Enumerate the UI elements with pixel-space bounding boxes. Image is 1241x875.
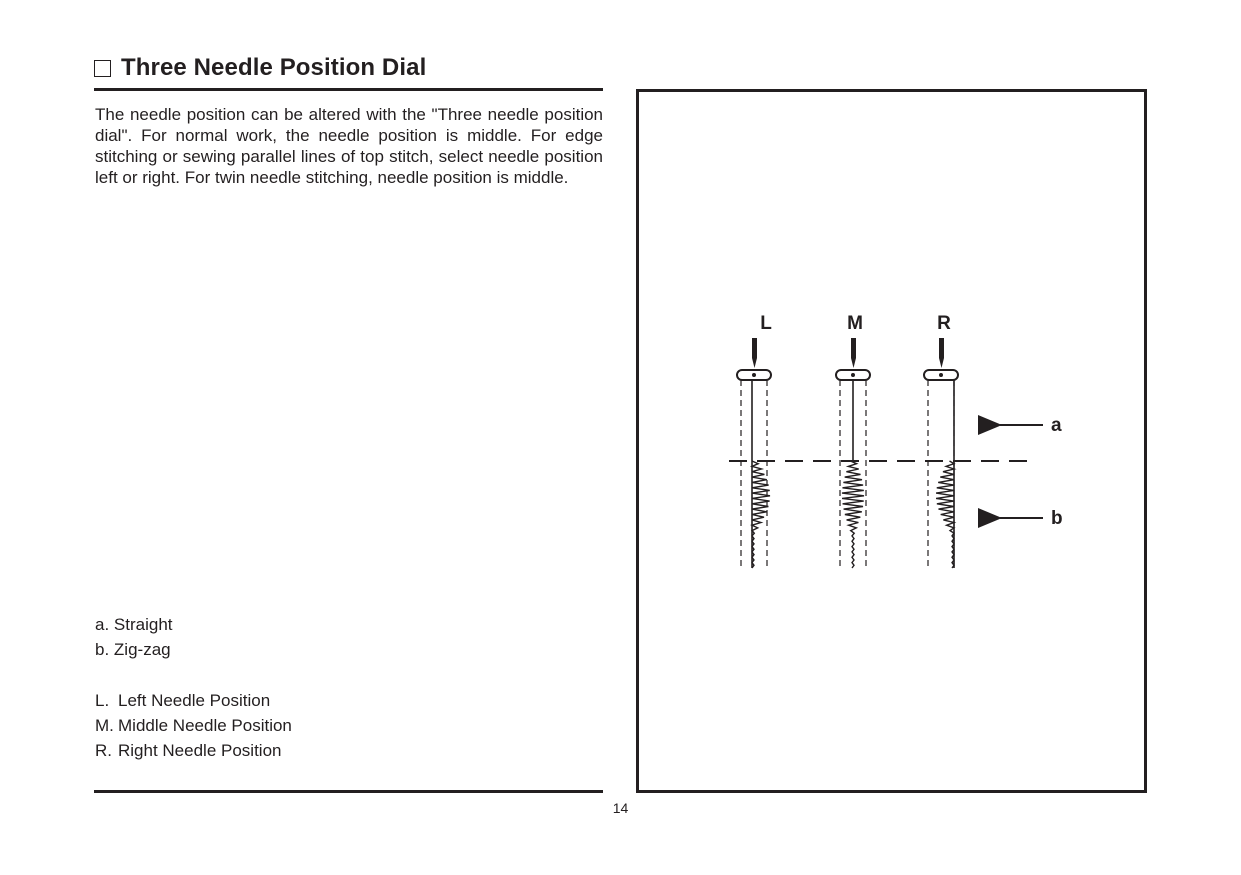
title-divider — [94, 88, 603, 91]
needle-position-diagram: L M R a b — [729, 313, 1063, 569]
checkbox-square-icon — [94, 59, 111, 77]
description-paragraph: The needle position can be altered with … — [95, 105, 603, 187]
needle-hole — [752, 373, 756, 377]
arrow-label-b: b — [1051, 508, 1063, 529]
legend-label: Right Needle Position — [118, 741, 282, 760]
needles-group — [736, 338, 959, 569]
section-title: Three Needle Position Dial — [94, 54, 426, 82]
legend-item: M. Middle Needle Position — [95, 713, 292, 738]
footer-divider — [94, 790, 603, 793]
needle-position-legend: L. Left Needle Position M. Middle Needle P… — [95, 688, 292, 763]
stitch-legend: a. Straight b. Zig-zag — [95, 612, 173, 662]
needle-right-icon — [939, 338, 944, 358]
needle-hole — [851, 373, 855, 377]
legend-item: a. Straight — [95, 612, 173, 637]
needle-hole — [939, 373, 943, 377]
legend-label: Middle Needle Position — [118, 716, 292, 735]
zigzag-stitch — [841, 460, 865, 569]
legend-key: R. — [95, 741, 112, 760]
legend-key: a. — [95, 615, 110, 634]
legend-label: Zig-zag — [113, 640, 171, 659]
legend-key: M. — [95, 716, 114, 735]
needle-tip — [752, 358, 757, 368]
legend-item: L. Left Needle Position — [95, 688, 292, 713]
legend-item: b. Zig-zag — [95, 637, 173, 662]
needle-left-icon — [752, 338, 757, 358]
needle-label-m: M — [847, 313, 863, 334]
figure-frame: L M R a b — [636, 89, 1147, 793]
zigzag-stitch — [935, 460, 957, 569]
legend-label: Straight — [113, 615, 173, 634]
legend-item: R. Right Needle Position — [95, 738, 292, 763]
needle-label-l: L — [760, 313, 772, 334]
page-title: Three Needle Position Dial — [121, 54, 427, 81]
needle-tip — [851, 358, 856, 368]
legend-label: Left Needle Position — [118, 691, 271, 710]
needle-tip — [939, 358, 944, 368]
needle-middle-icon — [851, 338, 856, 358]
legend-key: b. — [95, 640, 110, 659]
arrow-label-a: a — [1051, 415, 1062, 436]
legend-key: L. — [95, 691, 110, 710]
page-number: 14 — [612, 800, 629, 816]
needle-label-r: R — [937, 313, 951, 334]
